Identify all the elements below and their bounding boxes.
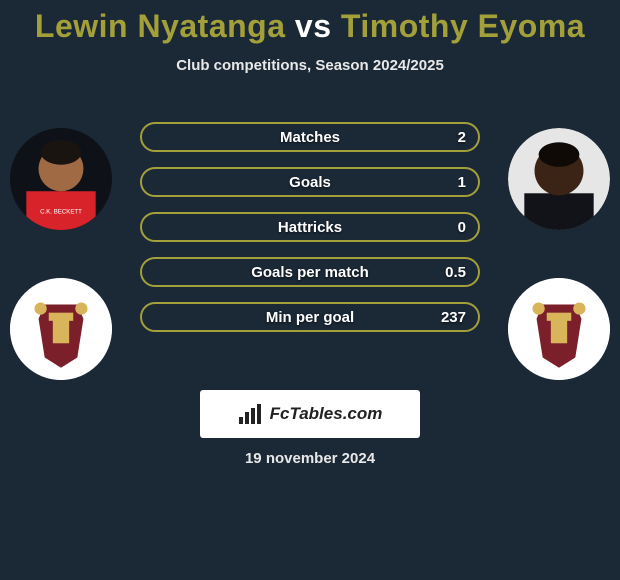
brand-logo: FcTables.com	[200, 390, 420, 438]
stat-label: Min per goal	[266, 309, 354, 326]
player1-club-crest	[10, 278, 112, 380]
stat-right-value: 0	[458, 219, 466, 236]
stat-row-goals: Goals 1	[140, 167, 480, 197]
chart-icon	[238, 403, 264, 425]
player1-name: Lewin Nyatanga	[35, 8, 286, 44]
player2-club-crest	[508, 278, 610, 380]
stat-right-value: 237	[441, 309, 466, 326]
stat-right-value: 1	[458, 174, 466, 191]
stat-label: Goals	[289, 174, 331, 191]
player2-name: Timothy Eyoma	[341, 8, 585, 44]
player2-avatar	[508, 128, 610, 230]
comparison-title: Lewin Nyatanga vs Timothy Eyoma	[0, 0, 620, 45]
stat-row-matches: Matches 2	[140, 122, 480, 152]
stat-label: Goals per match	[251, 264, 369, 281]
subtitle: Club competitions, Season 2024/2025	[0, 57, 620, 74]
stats-container: Matches 2 Goals 1 Hattricks 0 Goals per …	[140, 122, 480, 332]
brand-text: FcTables.com	[270, 404, 383, 424]
footer-date: 19 november 2024	[245, 450, 375, 467]
stat-row-hattricks: Hattricks 0	[140, 212, 480, 242]
stat-label: Hattricks	[278, 219, 342, 236]
crest-svg-left	[10, 278, 112, 380]
player1-avatar-svg: C.K. BECKETT	[10, 128, 112, 230]
stat-row-mpg: Min per goal 237	[140, 302, 480, 332]
crest-svg-right	[508, 278, 610, 380]
vs-text: vs	[286, 8, 341, 44]
stat-right-value: 2	[458, 129, 466, 146]
player2-avatar-svg	[508, 128, 610, 230]
svg-text:C.K. BECKETT: C.K. BECKETT	[40, 209, 82, 216]
stat-row-gpm: Goals per match 0.5	[140, 257, 480, 287]
player1-avatar: C.K. BECKETT	[10, 128, 112, 230]
stat-label: Matches	[280, 129, 340, 146]
stat-right-value: 0.5	[445, 264, 466, 281]
right-avatar-column	[508, 128, 610, 380]
left-avatar-column: C.K. BECKETT	[10, 128, 112, 380]
